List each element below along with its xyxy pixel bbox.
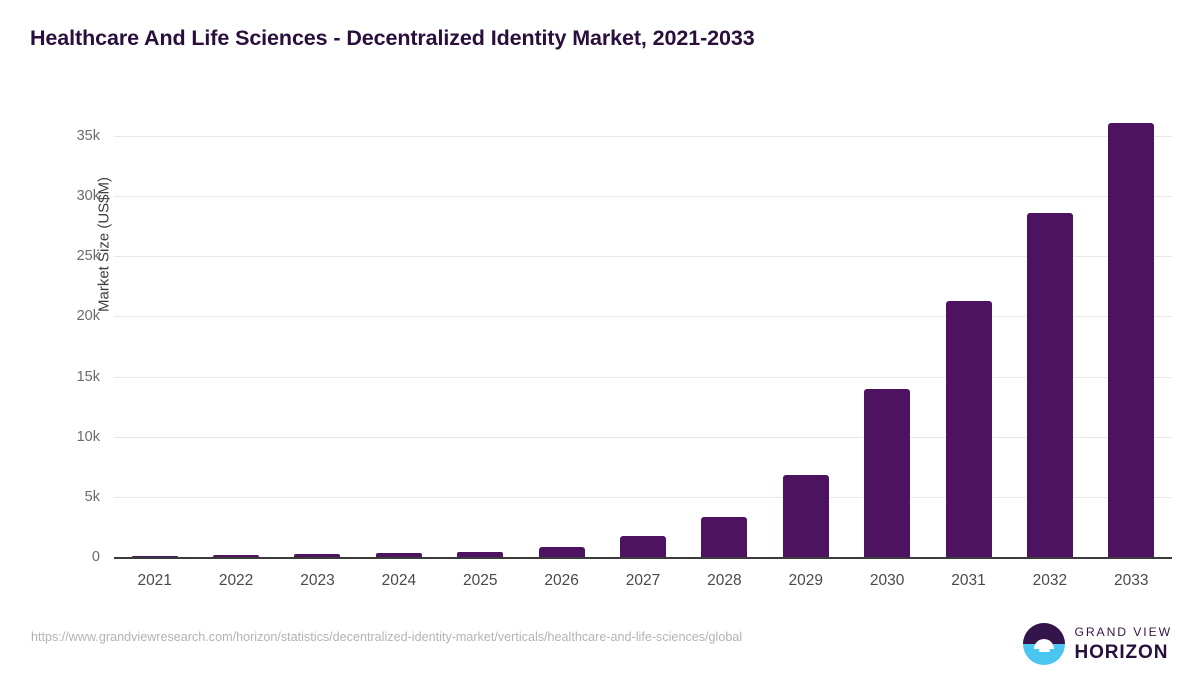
bar[interactable] xyxy=(375,553,422,557)
bar-slot xyxy=(864,118,911,557)
x-tick-label: 2021 xyxy=(137,572,172,589)
gridline xyxy=(114,376,1172,378)
x-tick-label: 2026 xyxy=(544,572,579,589)
bar-slot xyxy=(213,118,260,557)
gridline xyxy=(114,436,1172,438)
y-tick-label: 5k xyxy=(84,488,100,505)
gridline xyxy=(114,256,1172,258)
x-tick-label: 2032 xyxy=(1032,572,1068,589)
bar[interactable] xyxy=(457,551,504,557)
bar-slot xyxy=(1108,118,1155,557)
logo-dome-shape xyxy=(1034,638,1055,649)
logo-line-lower xyxy=(1038,649,1050,652)
y-axis-tick-labels: 0 5k 10k 15k 20k 25k 30k 35k xyxy=(38,0,100,675)
x-tick-label: 2033 xyxy=(1114,572,1149,589)
x-tick-label: 2025 xyxy=(462,572,498,589)
x-tick-label: 2028 xyxy=(707,572,742,589)
gridline xyxy=(114,136,1172,138)
bar-slot xyxy=(131,118,178,557)
bar-slot xyxy=(620,118,666,557)
logo-top-half xyxy=(1023,623,1066,644)
bar-slot xyxy=(375,118,422,557)
bar[interactable] xyxy=(864,389,911,557)
brand-logo: GRAND VIEW HORIZON xyxy=(1023,622,1172,666)
brand-name-line2: HORIZON xyxy=(1074,641,1169,663)
y-tick-label: 25k xyxy=(76,248,100,265)
bar[interactable] xyxy=(701,516,748,557)
bar-slot xyxy=(701,118,748,557)
bar-slot xyxy=(457,118,504,557)
bar[interactable] xyxy=(782,474,829,557)
x-tick-label: 2023 xyxy=(300,572,335,589)
gridline xyxy=(114,196,1172,198)
x-tick-label: 2027 xyxy=(625,572,661,589)
gridline xyxy=(114,316,1172,318)
y-tick-label: 10k xyxy=(76,428,100,445)
y-tick-label: 0 xyxy=(91,549,100,565)
y-tick-label: 15k xyxy=(76,368,100,385)
bar-slot xyxy=(538,118,585,557)
page-title: Healthcare And Life Sciences - Decentral… xyxy=(30,26,755,50)
x-tick-label: 2029 xyxy=(788,572,824,589)
x-tick-label: 2024 xyxy=(381,572,417,589)
grand-view-horizon-logo-icon xyxy=(1023,623,1066,665)
bar-slot xyxy=(945,118,992,557)
y-tick-label: 35k xyxy=(76,128,100,145)
bar[interactable] xyxy=(945,300,992,557)
gridline xyxy=(114,496,1172,498)
brand-name-line1: GRAND VIEW xyxy=(1074,625,1172,640)
y-tick-label: 20k xyxy=(76,308,100,325)
brand-wordmark: GRAND VIEW HORIZON xyxy=(1074,626,1172,661)
x-axis-line xyxy=(114,557,1172,559)
x-tick-label: 2031 xyxy=(951,572,986,589)
bar[interactable] xyxy=(620,535,666,557)
bar-slot xyxy=(294,118,341,557)
bar[interactable] xyxy=(538,546,585,557)
bar[interactable] xyxy=(294,554,341,557)
bar[interactable] xyxy=(213,555,260,557)
logo-line-upper xyxy=(1035,644,1053,648)
source-url[interactable]: https://www.grandviewresearch.com/horizo… xyxy=(31,630,743,644)
y-tick-label: 30k xyxy=(76,188,100,205)
x-tick-label: 2022 xyxy=(218,572,254,589)
plot-area xyxy=(114,118,1172,557)
bar[interactable] xyxy=(1026,213,1073,557)
bar-slot xyxy=(782,118,829,557)
x-tick-label: 2030 xyxy=(869,572,905,589)
bar-slot xyxy=(1026,118,1073,557)
bar[interactable] xyxy=(131,555,178,557)
bar[interactable] xyxy=(1108,123,1155,557)
